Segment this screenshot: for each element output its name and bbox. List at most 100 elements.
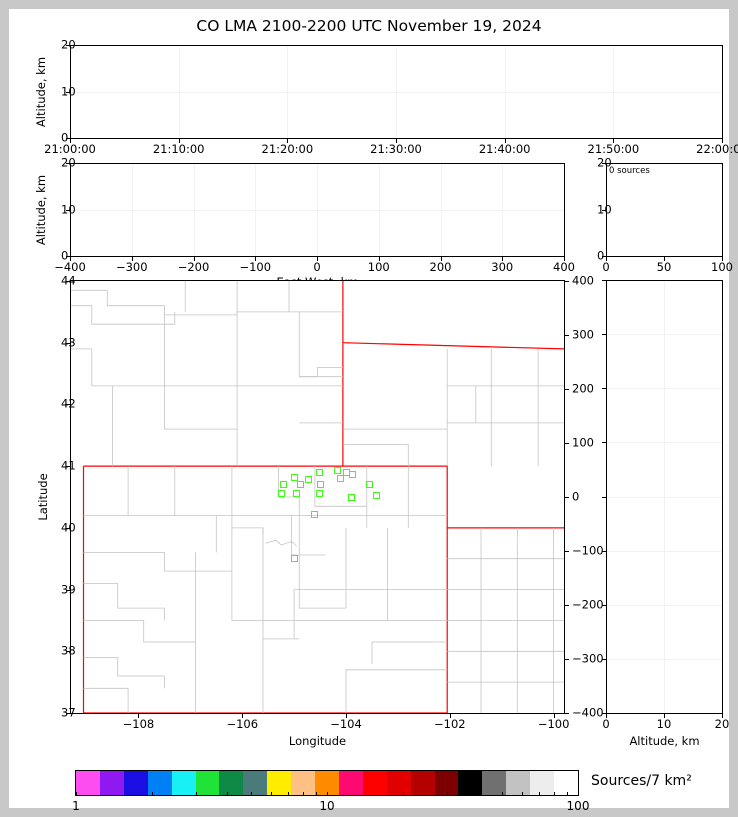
longitude-tick	[346, 714, 348, 718]
lma-source-marker	[315, 490, 323, 498]
colorbar-band	[530, 771, 555, 795]
altitude-tick	[66, 45, 70, 46]
colorbar-title: Sources/7 km²	[591, 773, 692, 789]
colorbar-tick	[578, 792, 579, 796]
axis-label-latitude: Latitude	[36, 473, 50, 521]
panel-altitude-histogram[interactable]	[606, 163, 723, 257]
county-line	[278, 466, 300, 528]
east-west-tick-label: −300	[115, 260, 148, 274]
time-tick-label: 21:10:00	[152, 142, 205, 156]
colorbar-band	[506, 771, 531, 795]
altitude-tick	[722, 714, 723, 718]
north-south-tick	[565, 551, 569, 552]
time-tick-label: 21:40:00	[478, 142, 531, 156]
county-line	[83, 552, 232, 572]
east-west-tick	[378, 257, 380, 261]
north-south-gridline	[607, 604, 722, 606]
longitude-tick	[138, 714, 140, 718]
east-west-tick-label: −100	[239, 260, 272, 274]
north-south-tick	[602, 496, 606, 498]
north-south-gridline	[607, 334, 722, 336]
colorbar-tick	[195, 792, 197, 796]
lma-source-marker	[337, 475, 345, 482]
histogram-x-tick-label: 50	[656, 260, 672, 274]
north-south-tick-label: 0	[572, 489, 580, 504]
north-south-tick-label: −300	[572, 651, 604, 666]
county-line	[164, 385, 238, 430]
north-south-gridline	[607, 550, 722, 552]
lma-source-marker	[311, 510, 319, 518]
colorbar-band	[243, 771, 268, 795]
north-south-tick-label: −200	[572, 597, 604, 612]
colorbar-tick	[151, 792, 153, 796]
colorbar-tick	[315, 792, 317, 796]
colorbar[interactable]	[75, 770, 579, 796]
panel-plan-view-map[interactable]	[70, 280, 565, 714]
longitude-tick	[553, 714, 555, 718]
colorbar-tick	[478, 792, 480, 796]
county-line	[231, 527, 263, 621]
altitude-gridline	[71, 91, 722, 93]
colorbar-tick	[522, 792, 524, 796]
lma-source-marker	[334, 467, 342, 474]
lma-source-marker	[296, 481, 304, 489]
county-line	[291, 515, 326, 556]
time-tick	[722, 139, 723, 143]
colorbar-band	[291, 771, 316, 795]
latitude-tick	[66, 589, 70, 591]
east-west-tick	[564, 257, 565, 261]
north-south-tick	[565, 281, 569, 282]
longitude-tick	[449, 714, 451, 718]
altitude-tick	[66, 209, 70, 211]
latitude-tick	[66, 404, 70, 406]
county-line	[231, 466, 264, 534]
altitude-tick-label: 20	[714, 717, 730, 731]
longitude-tick-label: −100	[537, 717, 570, 731]
lma-source-marker	[290, 473, 298, 481]
east-west-tick-label: 300	[491, 260, 514, 274]
north-south-tick	[602, 280, 606, 281]
colorbar-tick	[302, 792, 304, 796]
county-line	[236, 281, 343, 313]
altitude-gridline	[71, 209, 564, 211]
source-count-label: 0 sources	[609, 166, 650, 176]
north-south-gridline	[607, 388, 722, 390]
north-south-tick	[565, 713, 569, 714]
histogram-x-tick	[664, 257, 665, 261]
time-tick-label: 21:30:00	[370, 142, 422, 156]
colorbar-band	[410, 771, 435, 795]
colorbar-tick	[446, 792, 448, 796]
lma-source-marker	[347, 493, 355, 501]
lma-source-marker	[315, 468, 323, 476]
time-tick	[613, 139, 615, 143]
colorbar-tick	[251, 792, 253, 796]
lma-source-marker	[293, 490, 301, 498]
colorbar-tick	[327, 792, 328, 796]
histogram-x-tick	[606, 257, 607, 261]
north-south-tick-label: 400	[572, 273, 594, 288]
colorbar-tick	[502, 792, 504, 796]
colorbar-band	[386, 771, 411, 795]
north-south-tick-label: 100	[572, 435, 594, 450]
time-tick	[70, 139, 71, 143]
county-line	[342, 444, 409, 467]
histogram-y-tick	[602, 163, 606, 164]
east-west-tick-label: −200	[177, 260, 210, 274]
lma-source-marker	[348, 471, 356, 479]
north-south-tick	[602, 713, 606, 714]
north-south-tick	[565, 443, 569, 444]
east-west-tick-label: 100	[367, 260, 390, 274]
colorbar-tick-label: 100	[566, 799, 590, 813]
time-tick-label: 22:00:00	[696, 142, 738, 156]
north-south-tick-label: 200	[572, 381, 594, 396]
colorbar-tick-label: 1	[72, 799, 80, 813]
north-south-tick	[602, 442, 606, 444]
east-west-tick	[131, 257, 133, 261]
county-line	[345, 669, 448, 713]
colorbar-band	[315, 771, 339, 795]
longitude-tick-label: −104	[330, 717, 362, 731]
north-south-tick	[565, 497, 569, 498]
north-south-gridline	[607, 658, 722, 660]
axis-label-longitude: Longitude	[288, 734, 347, 748]
county-line-detail	[265, 539, 297, 547]
